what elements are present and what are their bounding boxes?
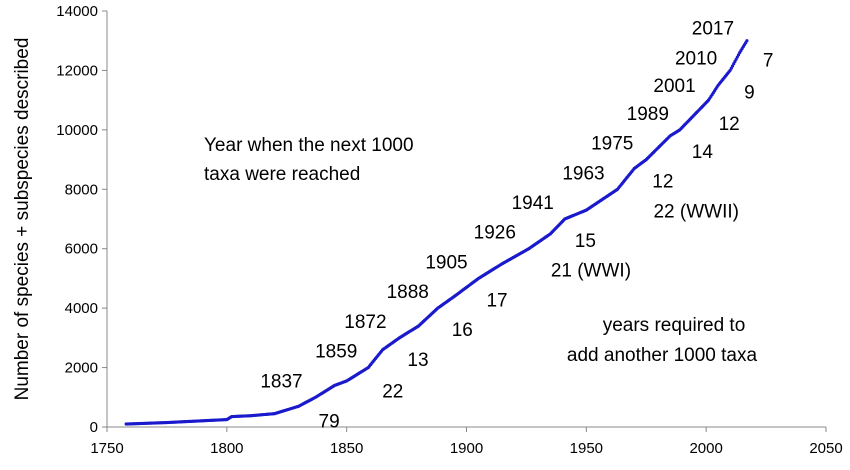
year-label: 1989 — [627, 104, 669, 125]
year-label: 1905 — [425, 252, 467, 273]
interval-label: 79 — [319, 411, 340, 432]
x-tick-label: 2000 — [689, 440, 722, 457]
year-label: 1963 — [562, 163, 604, 184]
interval-label: 15 — [575, 231, 596, 252]
interval-label: 12 — [719, 114, 740, 135]
year-label: 1872 — [344, 312, 386, 333]
interval-label: 9 — [744, 82, 755, 103]
x-tick-label: 1900 — [450, 440, 483, 457]
interval-label: 14 — [692, 142, 714, 163]
x-tick-label: 1800 — [210, 440, 243, 457]
y-tick-label: 8000 — [65, 181, 98, 198]
y-tick-label: 4000 — [65, 300, 98, 317]
year-label: 1926 — [474, 223, 516, 244]
data-points — [124, 39, 749, 426]
year-label: 2010 — [675, 48, 717, 69]
interval-label: 21 (WWI) — [551, 261, 631, 282]
year-label: 1888 — [387, 282, 429, 303]
year-label: 2001 — [653, 76, 695, 97]
interval-label: 16 — [452, 320, 473, 341]
x-ticks: 1750 1800 1850 1900 1950 2000 2050 — [90, 427, 843, 457]
x-tick-label: 2050 — [809, 440, 842, 457]
interval-label: 13 — [407, 350, 428, 371]
x-tick-label: 1850 — [330, 440, 363, 457]
y-tick-label: 0 — [90, 419, 98, 436]
y-tick-label: 10000 — [56, 122, 98, 139]
data-point — [745, 39, 749, 43]
interval-label: 12 — [652, 172, 673, 193]
year-label: 1941 — [512, 193, 554, 214]
year-label: 2017 — [692, 19, 734, 40]
year-label: 1837 — [260, 371, 302, 392]
year-label: 1859 — [315, 342, 357, 363]
y-ticks: 0 2000 4000 6000 8000 10000 12000 14000 — [56, 3, 107, 436]
x-tick-label: 1950 — [570, 440, 603, 457]
y-tick-label: 2000 — [65, 360, 98, 377]
interval-label: 22 (WWII) — [653, 201, 739, 222]
interval-note-line1: years required to — [603, 315, 746, 336]
year-label: 1975 — [591, 134, 633, 155]
interval-note-line2: add another 1000 taxa — [567, 345, 758, 366]
x-tick-label: 1750 — [90, 440, 123, 457]
interval-label: 17 — [486, 290, 507, 311]
year-note-line2: taxa were reached — [204, 164, 360, 185]
interval-label: 22 — [382, 382, 403, 403]
y-tick-label: 12000 — [56, 62, 98, 79]
y-tick-label: 14000 — [56, 3, 98, 20]
year-note-line1: Year when the next 1000 — [204, 135, 414, 156]
annotations: Year when the next 1000 taxa were reache… — [204, 135, 758, 366]
y-axis-label: Number of species + subspecies described — [12, 38, 33, 401]
y-tick-label: 6000 — [65, 241, 98, 258]
axes: 1750 1800 1850 1900 1950 2000 2050 0 2000 4000 60… — [56, 3, 842, 457]
interval-label: 7 — [763, 51, 774, 72]
